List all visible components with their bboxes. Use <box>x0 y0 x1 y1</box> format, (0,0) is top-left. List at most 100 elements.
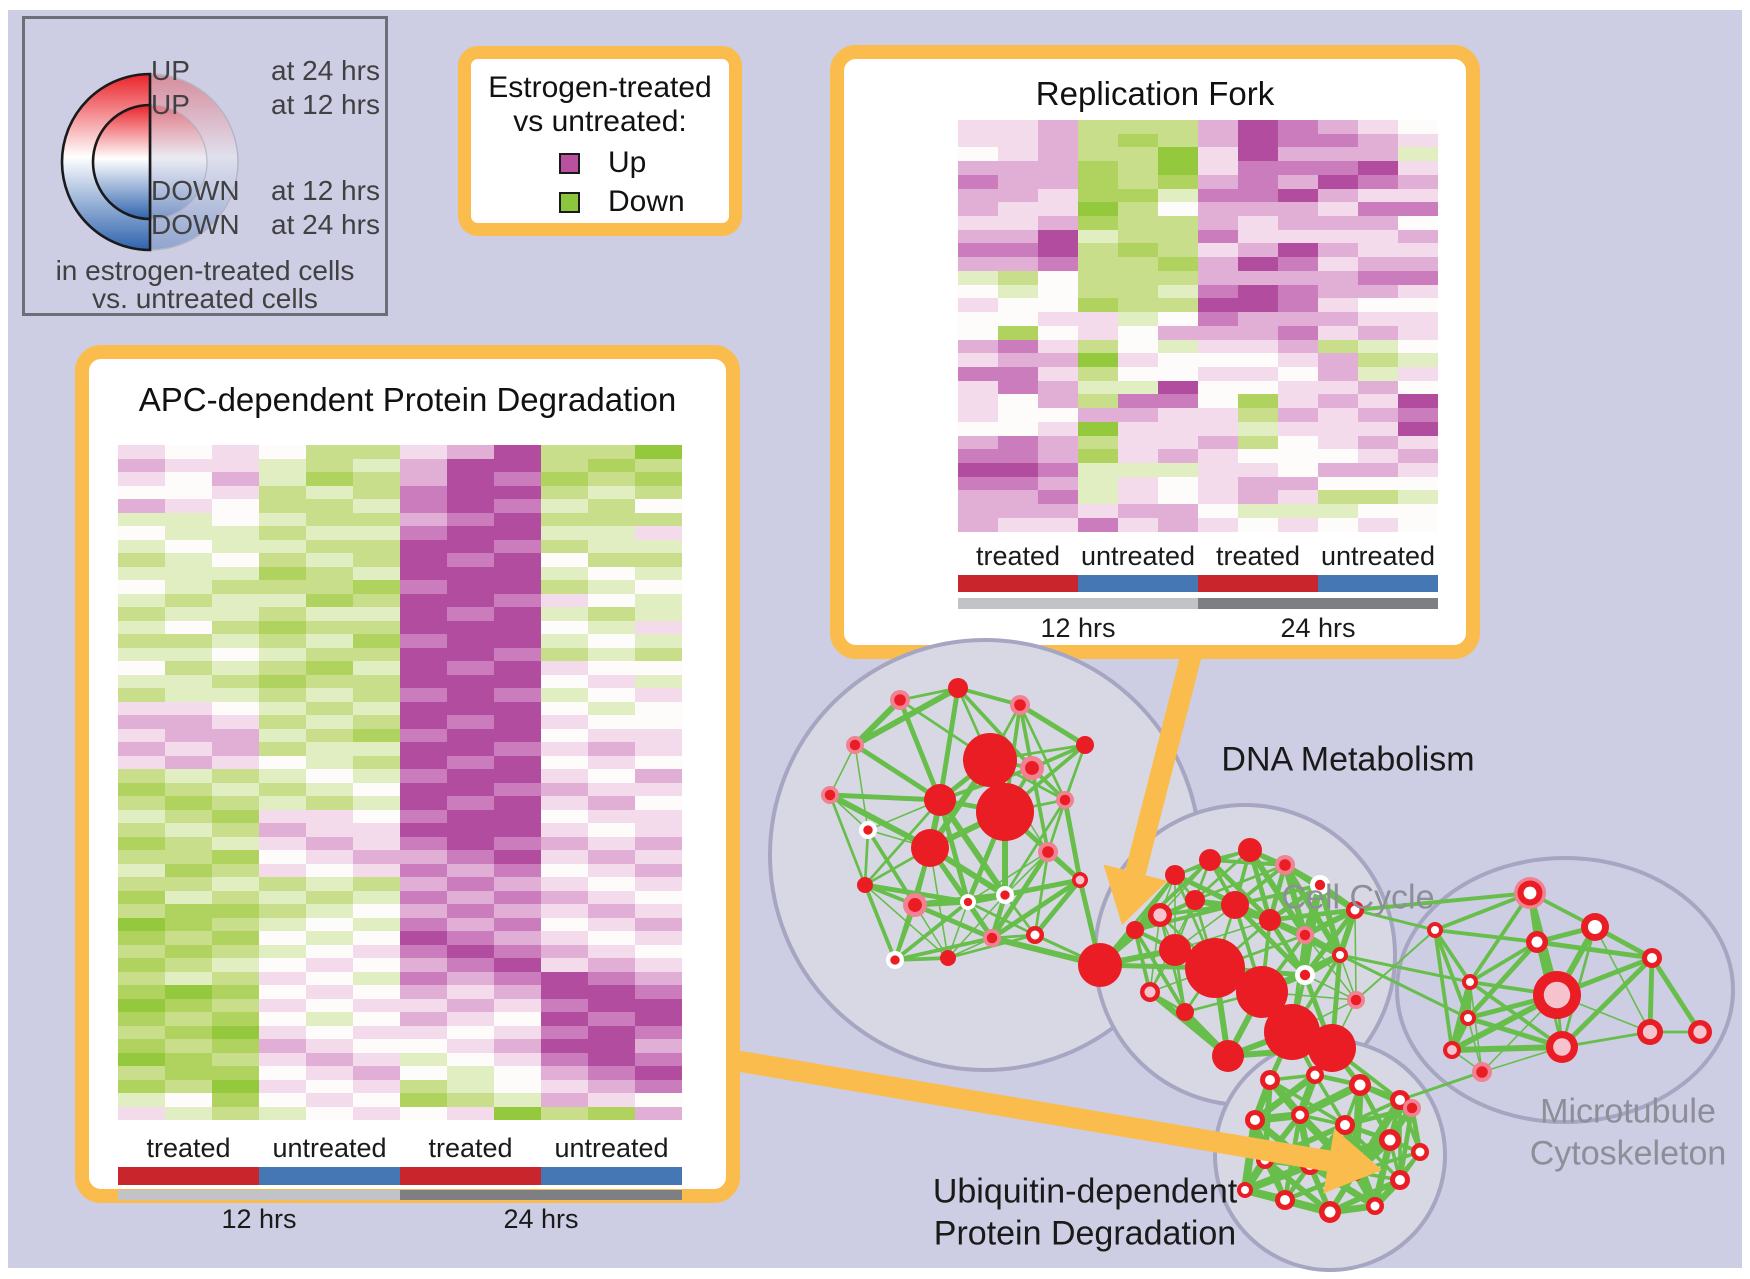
heatmap-cell <box>306 863 353 877</box>
heatmap-cell <box>1038 216 1078 230</box>
heatmap-cell <box>1078 408 1118 422</box>
condition-label: treated <box>428 1133 513 1163</box>
heatmap-cell <box>998 476 1038 491</box>
heatmap-cell <box>212 553 259 567</box>
heatmap-cell <box>958 202 998 217</box>
heatmap-cell <box>494 836 541 850</box>
heatmap-cell <box>353 634 400 648</box>
heatmap-cell <box>306 985 353 999</box>
heatmap-cell <box>118 512 165 526</box>
heatmap-cell <box>259 634 306 648</box>
heatmap-cell <box>400 1025 447 1039</box>
heatmap-cell <box>165 512 212 526</box>
heatmap-cell <box>1078 353 1118 367</box>
heatmap-cell <box>1318 243 1358 258</box>
heatmap-cell <box>1078 229 1118 244</box>
heatmap-row <box>958 353 1438 367</box>
heatmap-cell <box>541 944 588 958</box>
heatmap-cell <box>447 985 494 999</box>
heatmap-cell <box>541 1079 588 1093</box>
heatmap-cell <box>1198 517 1238 532</box>
heatmap-cell <box>447 742 494 756</box>
heatmap-cell <box>400 715 447 729</box>
heatmap-row <box>118 499 682 513</box>
updown-legend-title: Estrogen-treated vs untreated: <box>471 71 729 139</box>
heatmap-cell <box>447 701 494 715</box>
heatmap-cell <box>1038 476 1078 491</box>
heatmap-cell <box>306 499 353 513</box>
heatmap-cell <box>494 1052 541 1066</box>
heatmap-cell <box>1318 188 1358 203</box>
heatmap-cell <box>494 526 541 540</box>
condition-bar-segment <box>958 575 1078 592</box>
heatmap-row <box>958 325 1438 340</box>
heatmap-cell <box>353 688 400 702</box>
heatmap-cell <box>494 445 541 459</box>
heatmap-cell <box>306 580 353 594</box>
heatmap-cell <box>635 1012 682 1026</box>
heatmap-cell <box>494 863 541 877</box>
heatmap-cell <box>259 944 306 958</box>
replication-fork-time-bar <box>958 598 1438 609</box>
heatmap-cell <box>1318 133 1358 148</box>
heatmap-cell <box>400 796 447 810</box>
heatmap-cell <box>635 566 682 580</box>
heatmap-cell <box>541 445 588 459</box>
heatmap-cell <box>541 458 588 472</box>
inner-ring-left-half <box>91 103 152 221</box>
heatmap-cell <box>306 566 353 580</box>
heatmap-row <box>958 257 1438 271</box>
heatmap-cell <box>259 715 306 729</box>
heatmap-cell <box>447 1079 494 1093</box>
condition-bar-segment <box>1318 575 1438 592</box>
heatmap-cell <box>635 539 682 553</box>
heatmap-cell <box>353 607 400 621</box>
heatmap-cell <box>447 944 494 958</box>
heatmap-cell <box>1038 120 1078 134</box>
heatmap-cell <box>306 607 353 621</box>
heatmap-cell <box>400 593 447 607</box>
heatmap-cell <box>588 1012 635 1026</box>
heatmap-cell <box>1078 490 1118 505</box>
heatmap-cell <box>400 1052 447 1066</box>
heatmap-cell <box>998 188 1038 203</box>
heatmap-cell <box>259 1106 306 1120</box>
heatmap-cell <box>118 607 165 621</box>
heatmap-cell <box>306 593 353 607</box>
heatmap-cell <box>541 472 588 486</box>
heatmap-cell <box>118 796 165 810</box>
heatmap-cell <box>998 462 1038 477</box>
heatmap-cell <box>1278 133 1318 148</box>
heatmap-cell <box>118 904 165 918</box>
heatmap-cell <box>259 688 306 702</box>
heatmap-cell <box>447 499 494 513</box>
heatmap-cell <box>1158 462 1198 477</box>
heatmap-cell <box>400 1079 447 1093</box>
heatmap-cell <box>1238 462 1278 477</box>
heatmap-cell <box>400 931 447 945</box>
heatmap-cell <box>1078 366 1118 381</box>
heatmap-cell <box>1398 216 1438 230</box>
heatmap-cell <box>447 512 494 526</box>
heatmap-cell <box>212 512 259 526</box>
heatmap-cell <box>447 634 494 648</box>
heatmap-cell <box>1278 476 1318 491</box>
heatmap-cell <box>1278 243 1318 258</box>
heatmap-cell <box>1278 408 1318 422</box>
heatmap-cell <box>165 823 212 837</box>
heatmap-cell <box>447 485 494 499</box>
heatmap-cell <box>1238 270 1278 285</box>
heatmap-cell <box>259 917 306 931</box>
heatmap-cell <box>958 421 998 436</box>
heatmap-cell <box>447 971 494 985</box>
heatmap-cell <box>1118 243 1158 258</box>
heatmap-cell <box>494 1025 541 1039</box>
heatmap-cell <box>118 1066 165 1080</box>
heatmap-cell <box>1038 325 1078 340</box>
heatmap-cell <box>1158 353 1198 367</box>
heatmap-cell <box>1318 380 1358 395</box>
heatmap-cell <box>306 877 353 891</box>
heatmap-cell <box>1158 161 1198 175</box>
heatmap-cell <box>259 553 306 567</box>
heatmap-row <box>118 1079 682 1093</box>
